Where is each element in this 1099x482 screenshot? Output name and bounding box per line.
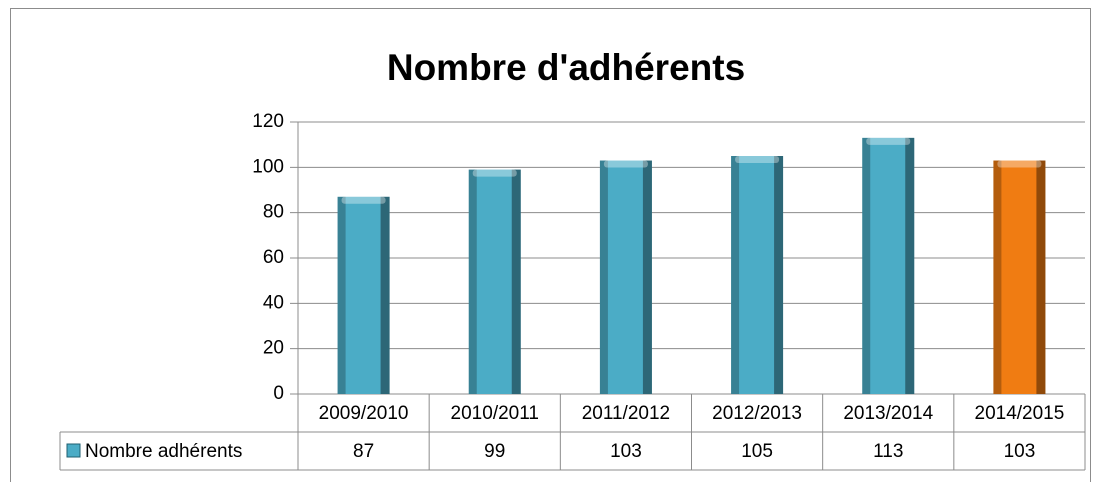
bar-shade-right	[380, 196, 390, 394]
bar-shade-right	[1036, 160, 1046, 394]
bar	[468, 169, 521, 394]
bar	[993, 160, 1046, 394]
bar-shade-right	[642, 160, 652, 394]
x-tick-label: 2012/2013	[712, 403, 802, 424]
x-tick-label: 2009/2010	[319, 403, 409, 424]
table-value: 103	[1004, 441, 1036, 462]
y-tick-label: 40	[263, 292, 284, 313]
table-value: 99	[484, 441, 505, 462]
bar-cap	[472, 169, 517, 177]
table-value: 113	[873, 441, 903, 462]
y-tick-label: 120	[252, 111, 284, 132]
bar-shade-right	[774, 156, 784, 394]
y-tick-label: 80	[263, 202, 284, 223]
bar-cap	[341, 196, 386, 204]
bar	[599, 160, 652, 394]
bar-shade-left	[337, 196, 346, 394]
bar	[731, 156, 784, 394]
bar-shade-left	[599, 160, 608, 394]
legend-key	[66, 443, 81, 458]
x-tick-label: 2013/2014	[843, 403, 933, 424]
bar-shade-left	[862, 137, 871, 394]
bar-shade-left	[731, 156, 740, 394]
chart-title: Nombre d'adhérents	[387, 47, 745, 88]
x-tick-label: 2011/2012	[582, 403, 670, 424]
x-tick-label: 2014/2015	[975, 403, 1065, 424]
bar-cap	[997, 160, 1042, 168]
legend-label: Nombre adhérents	[85, 441, 242, 462]
chart-frame	[10, 8, 1091, 482]
y-tick-label: 0	[273, 383, 284, 404]
y-tick-label: 20	[263, 338, 284, 359]
bar-cap	[603, 160, 648, 168]
y-tick-label: 60	[263, 247, 284, 268]
bar-shade-right	[905, 137, 915, 394]
bar-cap	[866, 137, 911, 145]
bar-shade-right	[511, 169, 521, 394]
y-tick-label: 100	[252, 156, 284, 177]
bar-cap	[735, 156, 780, 163]
bar	[862, 137, 915, 394]
bar-shade-left	[468, 169, 477, 394]
table-value: 87	[353, 441, 374, 462]
table-value: 103	[610, 441, 642, 462]
x-tick-label: 2010/2011	[451, 403, 539, 424]
table-value: 105	[741, 441, 773, 462]
bar	[337, 196, 390, 394]
bar-shade-left	[993, 160, 1002, 394]
